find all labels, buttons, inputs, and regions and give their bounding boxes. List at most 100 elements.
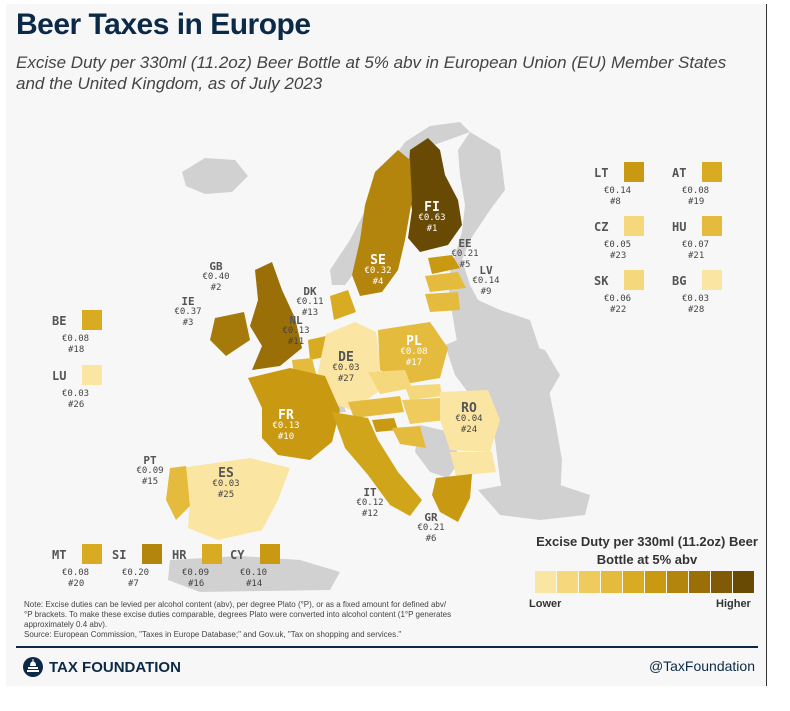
inset-cy-value: €0.10 — [240, 568, 268, 578]
map-label-gb: GB €0.40 #2 — [194, 261, 238, 294]
finland-region — [408, 138, 462, 252]
card-border — [766, 4, 767, 686]
iceland-region — [182, 158, 248, 194]
map-label-de-value: €0.03 — [332, 363, 360, 373]
map-label-de: DE €0.03 #27 — [324, 350, 368, 385]
map-label-ee: EE €0.21 #5 — [443, 238, 487, 271]
estonia-region — [428, 255, 460, 274]
map-label-fr-value: €0.13 — [272, 421, 300, 431]
map-label-pl-code: PL — [406, 334, 422, 349]
inset-sk-value: €0.06 — [604, 294, 632, 304]
inset-hr-swatch — [202, 544, 222, 564]
legend-swatch-4 — [601, 571, 623, 593]
denmark-region — [330, 290, 356, 320]
map-label-ie-code: IE — [181, 295, 195, 308]
slovenia-region — [372, 418, 398, 432]
map-label-de-code: DE — [338, 350, 354, 365]
map-label-ie-rank: #3 — [182, 318, 194, 328]
map-label-ro-rank: #24 — [460, 425, 478, 435]
legend-swatch-2 — [557, 571, 579, 593]
map-label-ie: IE €0.37 #3 — [166, 296, 210, 329]
poland-region — [378, 322, 448, 384]
inset-mt-value: €0.08 — [62, 568, 90, 578]
france-region — [248, 368, 340, 460]
map-label-ro-value: €0.04 — [455, 414, 483, 424]
map-label-dk-code: DK — [303, 285, 317, 298]
map-label-dk-value: €0.11 — [296, 297, 324, 307]
slovakia-region — [405, 384, 442, 400]
map-label-pt-value: €0.09 — [136, 466, 164, 476]
map-label-gb-value: €0.40 — [202, 272, 230, 282]
footnote-text: Note: Excise duties can be levied per al… — [24, 600, 452, 629]
map-label-es-rank: #25 — [217, 490, 235, 500]
inset-at-code: AT — [672, 166, 687, 180]
inset-cz-swatch — [624, 216, 644, 236]
legend-swatch-7 — [667, 571, 689, 593]
map-label-gb-rank: #2 — [210, 283, 222, 293]
footnote: Note: Excise duties can be levied per al… — [24, 600, 454, 640]
legend-swatch-10 — [733, 571, 755, 593]
map-label-es-value: €0.03 — [212, 479, 240, 489]
inset-at-value: €0.08 — [682, 186, 710, 196]
spain-region — [180, 458, 290, 540]
inset-sk-rank: #22 — [610, 305, 627, 315]
inset-lu-rank: #26 — [68, 400, 85, 410]
map-label-es: ES €0.03 #25 — [204, 467, 248, 501]
map-label-gr-code: GR — [424, 511, 438, 524]
inset-bg-value: €0.03 — [682, 294, 710, 304]
legend-low-label: Lower — [529, 598, 562, 610]
map-label-fr: FR €0.13 #10 — [264, 409, 308, 443]
map-label-nl-value: €0.13 — [282, 326, 310, 336]
inset-cy-rank: #14 — [246, 579, 263, 589]
legend-swatch-6 — [645, 571, 667, 593]
map-label-de-rank: #27 — [337, 374, 355, 384]
map-label-lv-rank: #9 — [480, 287, 492, 297]
uk-region — [250, 262, 302, 370]
brand-logo[interactable]: TAX FOUNDATION — [22, 656, 181, 678]
map-label-ro: RO €0.04 #24 — [447, 401, 491, 436]
inset-be-value: €0.08 — [62, 334, 90, 344]
czechia-region — [368, 370, 412, 394]
map-label-fi-value: €0.63 — [418, 213, 446, 223]
inset-cy-code: CY — [230, 548, 245, 562]
map-label-se-code: SE — [370, 253, 386, 268]
legend-color-scale — [535, 571, 755, 593]
map-label-lv-value: €0.14 — [472, 276, 500, 286]
footnote-source: Source: European Commission, "Taxes in E… — [24, 630, 402, 639]
map-label-gb-code: GB — [209, 260, 223, 273]
map-label-it: IT €0.12 #12 — [348, 487, 392, 520]
twitter-handle[interactable]: @TaxFoundation — [648, 658, 755, 674]
map-label-dk: DK €0.11 #13 — [288, 286, 332, 319]
map-label-ee-rank: #5 — [459, 260, 471, 270]
map-label-se: SE €0.32 #4 — [356, 253, 400, 288]
turkey-region — [478, 482, 590, 520]
legend-swatch-9 — [711, 571, 733, 593]
legend-swatch-1 — [535, 571, 557, 593]
inset-hr-rank: #16 — [188, 579, 205, 589]
inset-lu-swatch — [82, 365, 102, 385]
inset-be-swatch — [82, 310, 102, 330]
map-label-nl-rank: #11 — [287, 337, 305, 347]
map-label-pt-rank: #15 — [141, 477, 159, 487]
inset-si-code: SI — [112, 548, 127, 562]
map-label-nl: NL €0.13 #11 — [274, 315, 318, 348]
legend-swatch-8 — [689, 571, 711, 593]
legend-swatch-3 — [579, 571, 601, 593]
sweden-region — [352, 150, 412, 296]
inset-sk-swatch — [624, 270, 644, 290]
map-label-ee-code: EE — [458, 237, 472, 250]
inset-be-code: BE — [52, 314, 67, 328]
inset-si-rank: #7 — [128, 579, 139, 589]
map-label-ee-value: €0.21 — [451, 249, 479, 259]
greece-region — [432, 474, 472, 522]
inset-lt-value: €0.14 — [604, 186, 632, 196]
brand-name: TAX FOUNDATION — [49, 658, 181, 676]
map-label-gr: GR €0.21 #6 — [409, 512, 453, 545]
map-label-ro-code: RO — [461, 401, 477, 416]
map-label-it-code: IT — [363, 486, 377, 499]
inset-hu-code: HU — [672, 220, 687, 234]
map-label-fi-code: FI — [424, 200, 440, 215]
map-label-ie-value: €0.37 — [174, 307, 202, 317]
map-label-fr-rank: #10 — [277, 432, 295, 442]
